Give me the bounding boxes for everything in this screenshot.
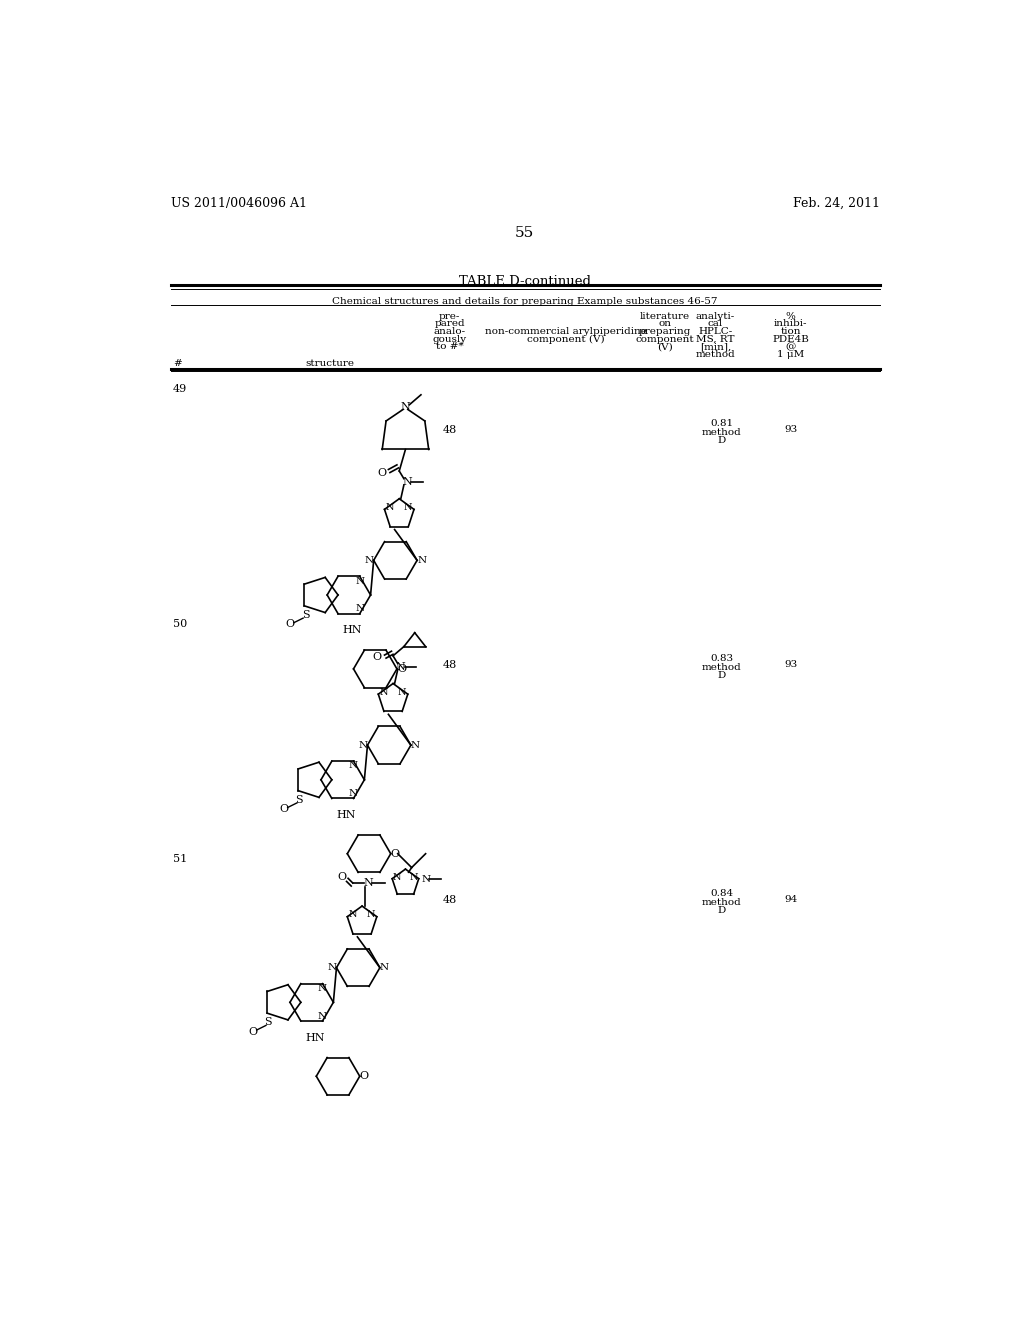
Text: O: O [378,467,387,478]
Text: US 2011/0046096 A1: US 2011/0046096 A1 [171,197,306,210]
Text: on: on [658,319,672,329]
Text: N: N [421,875,430,883]
Text: N: N [318,983,327,993]
Text: N: N [367,909,375,919]
Text: N: N [365,556,374,565]
Text: component (V): component (V) [527,335,605,343]
Text: N: N [411,741,420,750]
Text: 50: 50 [173,619,187,628]
Text: [min],: [min], [699,342,731,351]
Text: N: N [355,577,365,586]
Text: N: N [402,477,412,487]
Text: N: N [349,762,358,771]
Text: 55: 55 [515,226,535,240]
Text: method: method [695,350,735,359]
Text: 51: 51 [173,854,187,863]
Text: structure: structure [305,359,354,368]
Text: MS, RT: MS, RT [696,335,734,343]
Text: 48: 48 [442,660,457,669]
Text: O: O [359,1072,369,1081]
Text: N: N [349,789,358,799]
Text: N: N [380,964,389,972]
Text: HN: HN [337,810,356,820]
Text: to #*: to #* [436,342,464,351]
Text: HN: HN [305,1032,325,1043]
Text: 0.84: 0.84 [710,890,733,898]
Text: N: N [393,873,401,882]
Text: N: N [328,964,337,972]
Text: N: N [410,873,418,882]
Text: preparing: preparing [639,327,691,337]
Text: O: O [248,1027,257,1036]
Text: analyti-: analyti- [696,312,735,321]
Text: N: N [404,503,413,512]
Text: N: N [400,403,411,412]
Text: HPLC-: HPLC- [698,327,732,337]
Text: 0.83: 0.83 [710,655,733,663]
Text: PDE4B: PDE4B [772,335,809,343]
Text: D: D [718,437,726,445]
Text: O: O [280,804,289,814]
Text: Chemical structures and details for preparing Example substances 46-57: Chemical structures and details for prep… [332,297,718,306]
Text: 48: 48 [442,425,457,434]
Text: 0.81: 0.81 [710,420,733,429]
Text: 94: 94 [784,895,798,903]
Text: S: S [302,610,309,620]
Text: component: component [636,335,694,343]
Text: non-commercial arylpiperidine: non-commercial arylpiperidine [485,327,647,337]
Text: cal: cal [708,319,723,329]
Text: N: N [397,688,407,697]
Text: N: N [358,741,368,750]
Text: 49: 49 [173,384,187,393]
Text: O: O [391,849,400,859]
Text: N: N [396,661,406,672]
Text: (V): (V) [657,342,673,351]
Text: 93: 93 [784,425,798,434]
Text: pared: pared [434,319,465,329]
Text: 1 μM: 1 μM [777,350,804,359]
Text: @: @ [785,342,796,351]
Text: O: O [397,664,407,675]
Text: gously: gously [432,335,467,343]
Text: N: N [380,688,388,697]
Text: Feb. 24, 2011: Feb. 24, 2011 [793,197,880,210]
Text: 93: 93 [784,660,798,669]
Text: pre-: pre- [439,312,461,321]
Text: tion: tion [780,327,801,337]
Text: inhibi-: inhibi- [774,319,807,329]
Text: N: N [364,878,373,888]
Text: S: S [296,795,303,805]
Text: N: N [417,556,426,565]
Text: method: method [701,428,741,437]
Text: analo-: analo- [433,327,466,337]
Text: D: D [718,671,726,680]
Text: N: N [386,503,394,512]
Text: literature: literature [640,312,690,321]
Text: D: D [718,906,726,915]
Text: N: N [349,909,357,919]
Text: S: S [264,1018,272,1027]
Text: O: O [286,619,295,630]
Text: HN: HN [343,626,362,635]
Text: 48: 48 [442,895,457,904]
Text: TABLE D-continued: TABLE D-continued [459,276,591,289]
Text: method: method [701,898,741,907]
Text: O: O [372,652,381,663]
Text: N: N [318,1011,327,1020]
Text: %: % [785,312,796,321]
Text: O: O [337,871,346,882]
Text: #: # [173,359,181,368]
Text: method: method [701,663,741,672]
Text: N: N [355,605,365,614]
